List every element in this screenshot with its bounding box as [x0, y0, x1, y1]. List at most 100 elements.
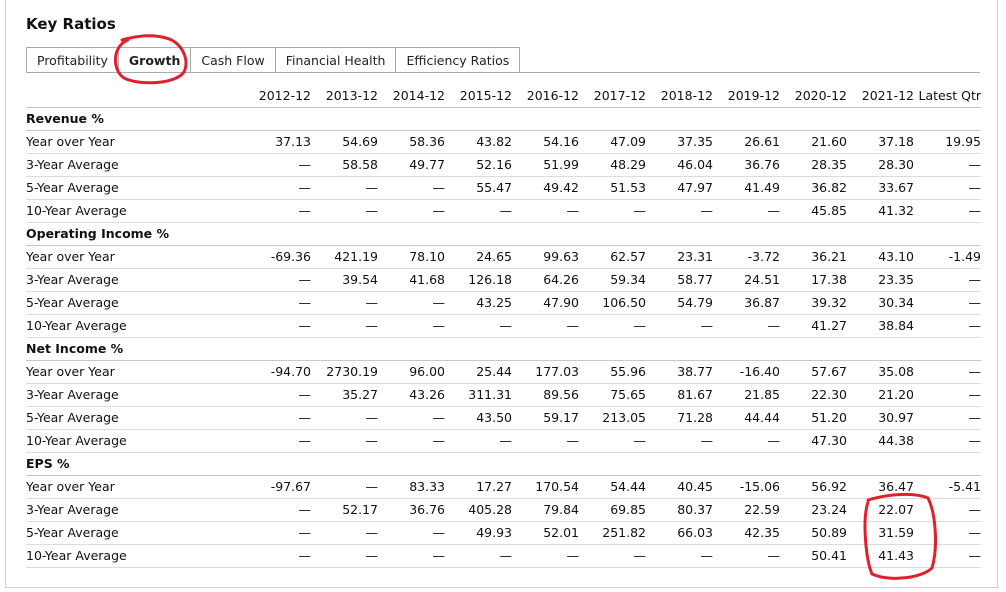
value-cell: 58.77 — [646, 268, 713, 292]
value-cell: — — [512, 429, 579, 453]
value-cell: 59.34 — [579, 268, 646, 292]
value-cell: 43.50 — [445, 406, 512, 430]
value-cell: — — [378, 429, 445, 453]
tab-cash-flow[interactable]: Cash Flow — [190, 47, 275, 73]
value-cell: 64.26 — [512, 268, 579, 292]
tab-underline — [26, 72, 980, 73]
value-cell: — — [244, 291, 311, 315]
value-cell: 19.95 — [914, 130, 981, 154]
value-cell: 62.57 — [579, 245, 646, 269]
column-header: 2012-12 — [244, 84, 311, 108]
section-header-row: Revenue % — [26, 107, 981, 131]
table-row: 5-Year Average — — —55.47 49.42 51.53 47.97 41.… — [26, 176, 981, 200]
value-cell: 47.09 — [579, 130, 646, 154]
column-header: 2019-12 — [713, 84, 780, 108]
value-cell: 42.35 — [713, 521, 780, 545]
value-cell: — — [244, 498, 311, 522]
value-cell: 41.49 — [713, 176, 780, 200]
value-cell: — — [914, 383, 981, 407]
value-cell: — — [244, 199, 311, 223]
value-cell: — — [914, 544, 981, 568]
value-cell: — — [311, 521, 378, 545]
value-cell: — — [244, 429, 311, 453]
value-cell: 54.16 — [512, 130, 579, 154]
section-header-row: Net Income % — [26, 337, 981, 361]
tab-financial-health[interactable]: Financial Health — [274, 47, 396, 73]
tab-profitability[interactable]: Profitability — [26, 47, 118, 73]
value-cell: 43.82 — [445, 130, 512, 154]
section-title: Net Income % — [26, 337, 981, 361]
value-cell: — — [311, 314, 378, 338]
table-row: 3-Year Average —39.54 41.68 126.18 64.26 59.3… — [26, 268, 981, 292]
value-cell: 33.67 — [847, 176, 914, 200]
value-cell: 28.30 — [847, 153, 914, 177]
value-cell: 23.35 — [847, 268, 914, 292]
value-cell: — — [914, 521, 981, 545]
table-row: Year over Year -69.36 421.19 78.10 24.65 99.6… — [26, 245, 981, 269]
value-cell: 79.84 — [512, 498, 579, 522]
value-cell: — — [713, 199, 780, 223]
value-cell: 24.51 — [713, 268, 780, 292]
value-cell: 41.32 — [847, 199, 914, 223]
value-cell: — — [914, 291, 981, 315]
value-cell: 99.63 — [512, 245, 579, 269]
row-label: Year over Year — [26, 360, 244, 384]
section-title: Revenue % — [26, 107, 981, 131]
value-cell: — — [914, 360, 981, 384]
value-cell: 23.31 — [646, 245, 713, 269]
value-cell: — — [646, 429, 713, 453]
value-cell: 47.30 — [780, 429, 847, 453]
row-label: 10-Year Average — [26, 544, 244, 568]
row-label: 3-Year Average — [26, 498, 244, 522]
value-cell: 81.67 — [646, 383, 713, 407]
column-header: 2014-12 — [378, 84, 445, 108]
value-cell: -97.67 — [244, 475, 311, 499]
value-cell: — — [378, 314, 445, 338]
column-header: 2016-12 — [512, 84, 579, 108]
value-cell: — — [311, 176, 378, 200]
value-cell: 36.21 — [780, 245, 847, 269]
row-label: 5-Year Average — [26, 406, 244, 430]
table-row: 5-Year Average — — —43.50 59.17 213.05 71.28 44… — [26, 406, 981, 430]
value-cell: — — [244, 383, 311, 407]
value-cell: — — [914, 199, 981, 223]
row-label: Year over Year — [26, 130, 244, 154]
table-row: 3-Year Average —58.58 49.77 52.16 51.99 48.29… — [26, 153, 981, 177]
value-cell: — — [244, 406, 311, 430]
value-cell: 49.93 — [445, 521, 512, 545]
table-row: 5-Year Average — — —43.25 47.90 106.50 54.79 36… — [26, 291, 981, 315]
value-cell: 36.76 — [378, 498, 445, 522]
table-header-row: 2012-12 2013-12 2014-12 2015-12 2016-12 … — [26, 84, 981, 108]
value-cell: 37.18 — [847, 130, 914, 154]
value-cell: 46.04 — [646, 153, 713, 177]
column-header: 2021-12 — [847, 84, 914, 108]
value-cell: -16.40 — [713, 360, 780, 384]
value-cell: 39.32 — [780, 291, 847, 315]
value-cell: — — [579, 314, 646, 338]
value-cell: — — [914, 429, 981, 453]
row-label: 3-Year Average — [26, 268, 244, 292]
value-cell: — — [378, 406, 445, 430]
value-cell: 2730.19 — [311, 360, 378, 384]
value-cell: 24.65 — [445, 245, 512, 269]
value-cell: — — [311, 406, 378, 430]
value-cell: 57.67 — [780, 360, 847, 384]
value-cell: 58.58 — [311, 153, 378, 177]
table-row: 10-Year Average — — — — — — — —41.27 38.84— — [26, 314, 981, 338]
row-label: 10-Year Average — [26, 429, 244, 453]
value-cell: 52.16 — [445, 153, 512, 177]
value-cell: — — [445, 314, 512, 338]
value-cell: 36.87 — [713, 291, 780, 315]
value-cell: 23.24 — [780, 498, 847, 522]
value-cell: 75.65 — [579, 383, 646, 407]
section-header-row: EPS % — [26, 452, 981, 476]
tab-bar: Profitability Growth Cash Flow Financial… — [26, 47, 521, 73]
tab-growth[interactable]: Growth — [117, 47, 191, 73]
value-cell: — — [311, 429, 378, 453]
value-cell: 26.61 — [713, 130, 780, 154]
key-ratios-panel — [5, 0, 998, 588]
row-label: 3-Year Average — [26, 153, 244, 177]
value-cell: 311.31 — [445, 383, 512, 407]
tab-efficiency-ratios[interactable]: Efficiency Ratios — [395, 47, 521, 73]
value-cell: -94.70 — [244, 360, 311, 384]
